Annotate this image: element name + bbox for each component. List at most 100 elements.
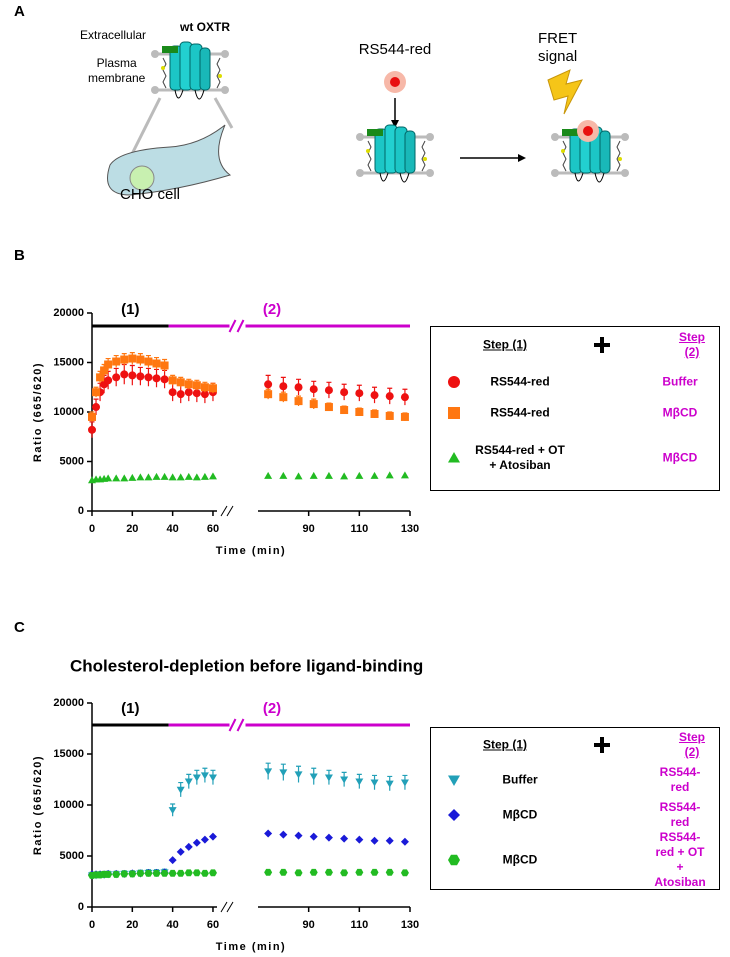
- y-tick-label: 5000: [60, 455, 84, 467]
- point: [400, 393, 409, 402]
- point: [184, 380, 193, 389]
- point: [96, 373, 105, 382]
- point: [192, 473, 201, 481]
- point: [324, 403, 333, 412]
- x-tick-label: 0: [89, 523, 95, 535]
- point: [152, 374, 161, 383]
- ligand-dot: [390, 77, 400, 87]
- point: [385, 392, 394, 401]
- point: [355, 389, 364, 398]
- point: [279, 393, 288, 402]
- point: [192, 838, 201, 847]
- point: [184, 388, 193, 397]
- point: [400, 471, 409, 479]
- legend-header: Step (2): [678, 330, 705, 359]
- x-tick-label: 110: [350, 523, 368, 535]
- legend-step2: RS544-red + OT + Atosiban: [654, 830, 706, 889]
- legend-step2: RS544-red: [659, 800, 701, 829]
- legend-marker: [448, 854, 460, 866]
- point: [309, 773, 318, 781]
- legend-step2: RS544-red: [659, 765, 701, 794]
- point: [92, 403, 101, 412]
- point: [192, 869, 201, 877]
- point: [120, 474, 129, 482]
- membrane-label: Plasma membrane: [88, 56, 146, 85]
- x-axis-label: Time (min): [216, 545, 286, 557]
- cell-nucleus: [129, 165, 155, 191]
- y-tick-label: 15000: [53, 748, 84, 760]
- legend-label: RS544-red + OT + Atosiban: [475, 443, 565, 472]
- zoom-line: [213, 97, 234, 129]
- point: [176, 390, 185, 399]
- point: [400, 837, 409, 846]
- x-tick-label: 0: [89, 919, 95, 931]
- legend-marker: [448, 407, 460, 419]
- legend-header: Step (2): [678, 730, 705, 759]
- point: [184, 842, 193, 851]
- point: [136, 869, 145, 877]
- point: [279, 769, 288, 777]
- point: [200, 383, 209, 392]
- legend-box: [430, 326, 720, 491]
- legend-header: Step (1): [482, 337, 528, 352]
- y-tick-label: 0: [78, 505, 84, 517]
- point: [184, 778, 193, 786]
- legend-label: Buffer: [502, 772, 538, 787]
- plus-icon: [594, 737, 610, 753]
- point: [385, 780, 394, 788]
- point: [136, 473, 145, 481]
- extracellular-label: Extracellular: [80, 28, 147, 42]
- receptor-label: wt OXTR: [179, 20, 230, 34]
- point: [370, 409, 379, 418]
- phase-label: (2): [263, 700, 281, 717]
- point: [385, 471, 394, 479]
- point: [128, 354, 137, 363]
- arrowhead: [391, 120, 399, 128]
- point: [324, 471, 333, 479]
- point: [355, 471, 364, 479]
- point: [200, 472, 209, 480]
- y-tick-label: 10000: [53, 406, 84, 418]
- x-tick-label: 90: [303, 523, 315, 535]
- x-axis-label: Time (min): [216, 941, 286, 953]
- point: [112, 870, 121, 878]
- ligand-dot: [583, 126, 593, 136]
- point: [144, 869, 153, 877]
- receptor-icon: [354, 123, 436, 184]
- point: [324, 386, 333, 395]
- point: [279, 830, 288, 839]
- y-axis-label: Ratio (665/620): [32, 755, 44, 855]
- legend-step2: Buffer: [662, 374, 698, 389]
- y-tick-label: 5000: [60, 850, 84, 862]
- phase-label: (1): [121, 700, 139, 717]
- phase-label: (2): [263, 301, 281, 318]
- point: [309, 868, 318, 876]
- phase-break-gap: [229, 322, 246, 330]
- legend-label: RS544-red: [490, 374, 550, 389]
- point: [152, 359, 161, 368]
- arrowhead: [518, 154, 526, 162]
- point: [355, 868, 364, 876]
- point: [120, 870, 129, 878]
- point: [200, 390, 209, 399]
- point: [200, 835, 209, 844]
- point: [168, 856, 177, 865]
- point: [400, 869, 409, 877]
- point: [136, 355, 145, 364]
- point: [324, 774, 333, 782]
- y-tick-label: 10000: [53, 799, 84, 811]
- point: [208, 384, 217, 393]
- point: [370, 471, 379, 479]
- point: [208, 832, 217, 841]
- point: [176, 869, 185, 877]
- x-tick-label: 60: [207, 919, 219, 931]
- point: [152, 472, 161, 480]
- x-tick-label: 40: [167, 919, 179, 931]
- fret-label: FRET signal: [538, 30, 578, 65]
- point: [184, 869, 193, 877]
- point: [120, 355, 129, 364]
- point: [112, 357, 121, 366]
- point: [385, 836, 394, 845]
- point: [144, 357, 153, 366]
- point: [370, 391, 379, 400]
